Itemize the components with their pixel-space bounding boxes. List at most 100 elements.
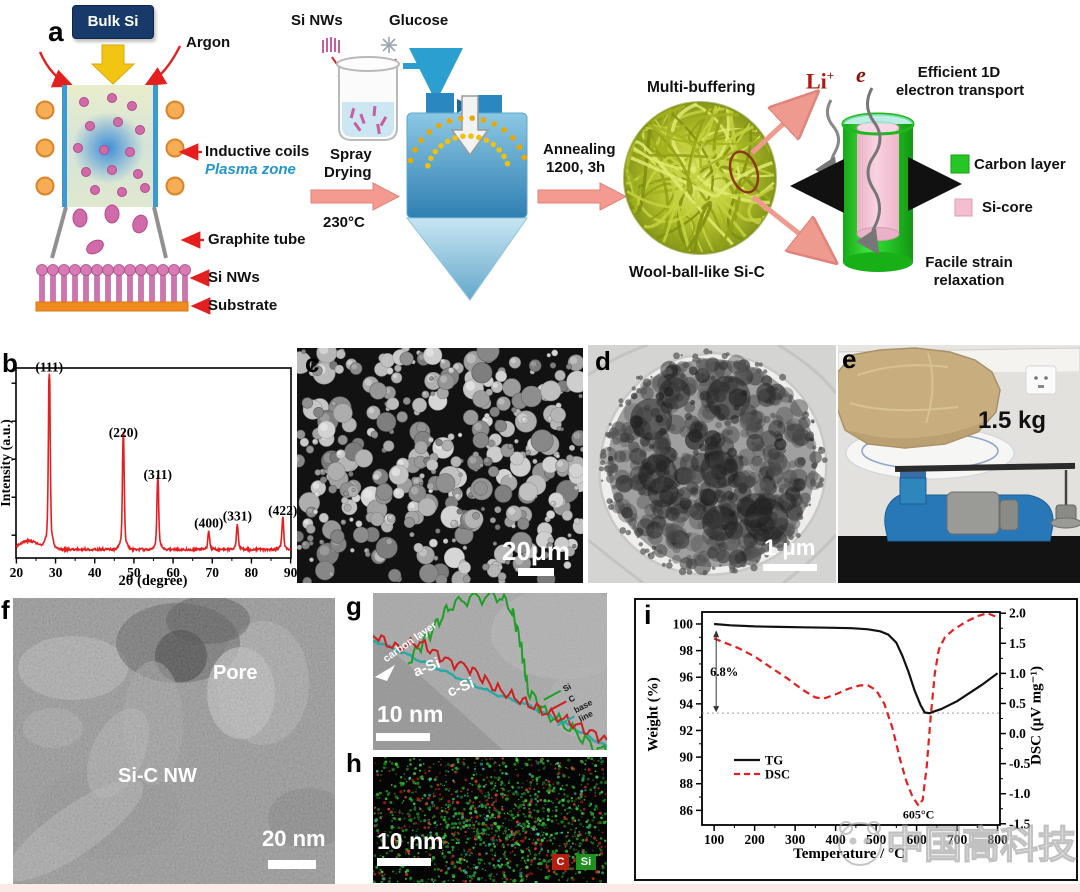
panel-a-graphics (35, 37, 973, 315)
inductive-coils-label: Inductive coils (205, 143, 310, 160)
xrd-curve (15, 373, 292, 554)
si-c-nw-label: Si-C NW (118, 765, 197, 787)
substrate-icon (35, 301, 189, 312)
panel-f: Pore Si-C NW 20 nm (6, 596, 348, 885)
panel-f-scale-text: 20 nm (262, 826, 326, 851)
panel-c-label: c (305, 348, 320, 378)
svg-text:2.0: 2.0 (1009, 606, 1026, 621)
panel-d: d 1 μm (587, 343, 838, 585)
svg-text:86: 86 (680, 803, 694, 818)
bottom-strip (0, 884, 1080, 892)
xrd-peak-label: (422) (268, 503, 297, 518)
falling-nanowires (72, 204, 148, 255)
panel-f-scale-bar (268, 860, 316, 869)
efficient-label-2: electron transport (895, 82, 1025, 99)
panel-c-scale-text: 20μm (502, 536, 570, 566)
panel-g: carbon layer a-Si c-Si 10 nm Si C base l… (372, 587, 635, 757)
li-path-icon (815, 99, 840, 183)
power-outlet-icon (1025, 365, 1057, 395)
svg-text:1.5: 1.5 (1009, 636, 1026, 651)
tg-y-axis-title: Weight (%) (645, 677, 662, 752)
svg-text:0.5: 0.5 (1009, 696, 1026, 711)
xrd-peak-label: (400) (194, 515, 223, 530)
spray-droplets (407, 115, 528, 169)
svg-text:94: 94 (680, 696, 694, 711)
panel-b-label: b (2, 348, 18, 378)
svg-text:80: 80 (245, 565, 259, 580)
spray-label-2: Drying (324, 164, 372, 181)
powder-bag (835, 347, 1001, 449)
carbon-layer-label: Carbon layer (974, 156, 1066, 173)
panel-h-scale-bar (377, 858, 431, 866)
si-nws-label: Si NWs (208, 269, 260, 286)
sem-image (289, 339, 589, 589)
dsc-peak-annotation: 605°C (903, 808, 934, 822)
plasma-zone-label: Plasma zone (205, 161, 296, 178)
wool-ball (623, 97, 830, 258)
panel-i-label: i (644, 600, 652, 630)
panel-c: c 20μm (289, 339, 589, 589)
weight-loss-annotation: 6.8% (710, 665, 738, 679)
feed-pipe-icon (403, 48, 463, 102)
panel-d-scale-text: 1 μm (764, 535, 816, 560)
electron-path-icon (856, 87, 882, 255)
tg-x-axis-title: Temperature / °C (793, 846, 905, 862)
photo-graphics (835, 345, 1080, 583)
panel-d-scale-bar (763, 564, 817, 571)
bulk-si-box: Bulk Si (72, 5, 154, 39)
panel-g-scale-bar (376, 733, 430, 741)
label-arrows (178, 143, 211, 315)
panel-b: 20 30 40 50 60 70 80 90 (111) (220) (311) (400) (331… (0, 345, 300, 595)
plasma-reactor (35, 44, 211, 315)
svg-text:40: 40 (88, 565, 102, 580)
mass-label: 1.5 kg (978, 407, 1047, 434)
bench-top (838, 536, 1080, 583)
legend-tg: TG (765, 754, 783, 768)
graphite-tube-label: Graphite tube (208, 231, 306, 248)
svg-text:300: 300 (785, 832, 806, 847)
svg-text:100: 100 (673, 616, 694, 631)
si-nws-beaker-label: Si NWs (291, 12, 343, 29)
panel-i: 100 200 300 400 500 600 700 800 86 88 90 92 94 96 98 10… (634, 598, 1078, 881)
panel-g-scale-text: 10 nm (377, 701, 444, 727)
svg-text:500: 500 (866, 832, 887, 847)
multi-buffering-label: Multi-buffering (647, 79, 756, 96)
anneal-label-2: 1200, 3h (546, 159, 606, 176)
svg-text:0.0: 0.0 (1009, 726, 1026, 741)
svg-text:98: 98 (680, 643, 694, 658)
pore-label: Pore (213, 662, 258, 684)
dsc-curve (713, 612, 999, 808)
svg-text:70: 70 (206, 565, 220, 580)
svg-text:-1.0: -1.0 (1009, 786, 1031, 801)
panel-f-label: f (1, 595, 10, 625)
panel-e-label: e (842, 344, 857, 374)
baseline-swatch (557, 715, 575, 727)
xrd-peak-label: (331) (223, 509, 252, 524)
spray-dryer-icon (405, 93, 528, 301)
svg-text:-1.5: -1.5 (1009, 816, 1031, 831)
electron-label: e (856, 62, 866, 87)
facile-label-1: Facile strain (925, 254, 1013, 271)
anneal-label-1: Annealing (543, 141, 616, 158)
xrd-chart: 20 30 40 50 60 70 80 90 (111) (220) (311) (400) (331… (10, 360, 298, 580)
svg-text:1.0: 1.0 (1009, 666, 1026, 681)
zoom-circle-icon (728, 150, 760, 194)
xrd-peak-label: (311) (144, 467, 173, 482)
svg-text:60: 60 (166, 565, 180, 580)
c-legend-box: C (552, 854, 569, 870)
si-core-swatch (954, 198, 973, 217)
core-shell-nanowire (790, 87, 973, 272)
tem-image (6, 596, 348, 885)
svg-text:90: 90 (284, 565, 298, 580)
svg-text:200: 200 (745, 832, 766, 847)
si-legend-box: Si (576, 854, 596, 870)
panel-d-label: d (595, 346, 611, 376)
carbon-layer-swatch (950, 154, 970, 174)
svg-text:800: 800 (987, 832, 1008, 847)
svg-text:100: 100 (704, 832, 725, 847)
svg-text:400: 400 (825, 832, 846, 847)
process-arrows (310, 182, 628, 211)
glucose-label: Glucose (389, 12, 449, 29)
efficient-label-1: Efficient 1D (917, 64, 1001, 81)
